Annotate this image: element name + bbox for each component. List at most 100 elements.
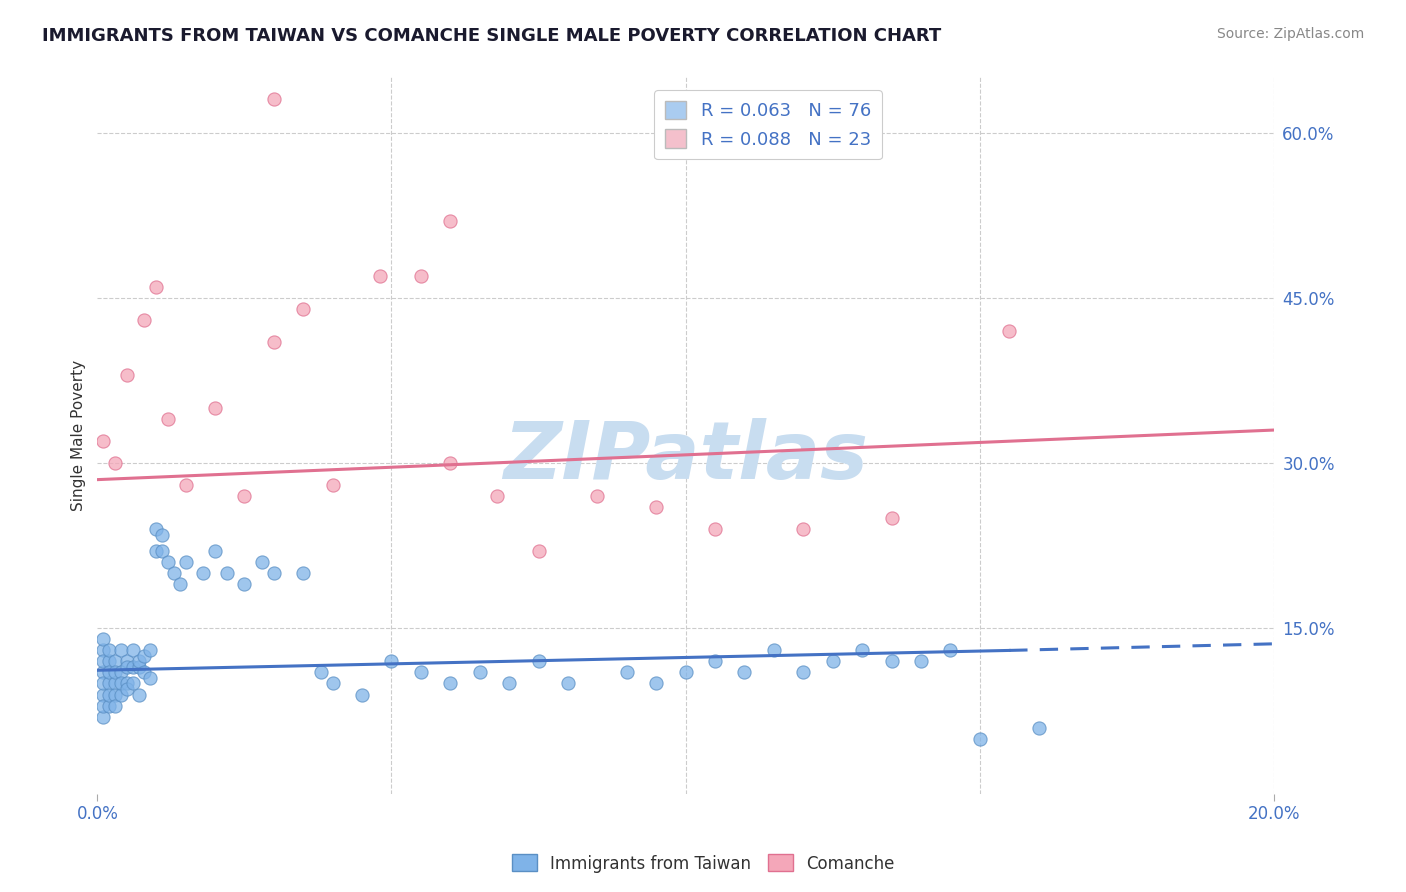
Point xyxy=(145,544,167,558)
Point xyxy=(486,489,509,503)
Point xyxy=(998,324,1021,338)
Point xyxy=(145,522,167,536)
Point xyxy=(91,655,114,669)
Point xyxy=(156,412,179,426)
Point xyxy=(204,401,226,415)
Point xyxy=(675,665,697,680)
Point xyxy=(115,660,138,674)
Point xyxy=(380,655,402,669)
Point xyxy=(352,688,374,702)
Point xyxy=(128,688,150,702)
Point xyxy=(104,655,127,669)
Point xyxy=(1028,721,1050,735)
Y-axis label: Single Male Poverty: Single Male Poverty xyxy=(72,360,86,511)
Text: Source: ZipAtlas.com: Source: ZipAtlas.com xyxy=(1216,27,1364,41)
Point xyxy=(115,368,138,382)
Point xyxy=(762,643,785,657)
Point xyxy=(98,655,121,669)
Point xyxy=(121,660,143,674)
Point xyxy=(128,655,150,669)
Point xyxy=(139,671,162,685)
Point xyxy=(174,555,197,569)
Point xyxy=(91,434,114,448)
Point xyxy=(233,577,256,591)
Point xyxy=(250,555,273,569)
Point xyxy=(128,660,150,674)
Point xyxy=(792,522,814,536)
Point xyxy=(91,643,114,657)
Point xyxy=(368,268,391,283)
Point xyxy=(645,676,668,690)
Point xyxy=(115,655,138,669)
Point xyxy=(322,676,344,690)
Point xyxy=(821,655,844,669)
Point xyxy=(292,566,315,581)
Point xyxy=(139,643,162,657)
Point xyxy=(98,688,121,702)
Point xyxy=(792,665,814,680)
Point xyxy=(110,688,132,702)
Point xyxy=(174,478,197,492)
Point xyxy=(439,213,461,227)
Point xyxy=(134,665,156,680)
Point xyxy=(527,655,550,669)
Point xyxy=(263,334,285,349)
Point xyxy=(145,280,167,294)
Point xyxy=(880,511,903,525)
Point xyxy=(104,665,127,680)
Point xyxy=(163,566,186,581)
Point xyxy=(616,665,638,680)
Point xyxy=(150,527,173,541)
Text: IMMIGRANTS FROM TAIWAN VS COMANCHE SINGLE MALE POVERTY CORRELATION CHART: IMMIGRANTS FROM TAIWAN VS COMANCHE SINGL… xyxy=(42,27,942,45)
Point xyxy=(104,676,127,690)
Legend: R = 0.063   N = 76, R = 0.088   N = 23: R = 0.063 N = 76, R = 0.088 N = 23 xyxy=(654,90,882,160)
Point xyxy=(733,665,755,680)
Point xyxy=(527,544,550,558)
Point xyxy=(91,632,114,647)
Point xyxy=(439,676,461,690)
Point xyxy=(110,643,132,657)
Point xyxy=(115,681,138,696)
Point xyxy=(193,566,215,581)
Point xyxy=(498,676,520,690)
Point xyxy=(409,268,432,283)
Point xyxy=(263,93,285,107)
Point xyxy=(910,655,932,669)
Point xyxy=(104,688,127,702)
Point xyxy=(121,643,143,657)
Point xyxy=(204,544,226,558)
Point xyxy=(91,709,114,723)
Point xyxy=(104,698,127,713)
Point xyxy=(586,489,609,503)
Point xyxy=(645,500,668,515)
Point xyxy=(110,676,132,690)
Point xyxy=(704,655,727,669)
Point xyxy=(110,665,132,680)
Point xyxy=(439,456,461,470)
Point xyxy=(150,544,173,558)
Point xyxy=(939,643,962,657)
Point xyxy=(409,665,432,680)
Point xyxy=(91,688,114,702)
Point xyxy=(322,478,344,492)
Point xyxy=(309,665,332,680)
Point xyxy=(98,643,121,657)
Point xyxy=(134,313,156,327)
Point xyxy=(98,665,121,680)
Point xyxy=(91,698,114,713)
Point xyxy=(263,566,285,581)
Point xyxy=(468,665,491,680)
Point xyxy=(880,655,903,669)
Point xyxy=(969,731,991,746)
Point xyxy=(98,676,121,690)
Point xyxy=(115,676,138,690)
Point xyxy=(121,676,143,690)
Point xyxy=(156,555,179,569)
Legend: Immigrants from Taiwan, Comanche: Immigrants from Taiwan, Comanche xyxy=(505,847,901,880)
Text: ZIPatlas: ZIPatlas xyxy=(503,418,868,496)
Point xyxy=(91,665,114,680)
Point xyxy=(704,522,727,536)
Point xyxy=(215,566,238,581)
Point xyxy=(292,301,315,316)
Point xyxy=(851,643,873,657)
